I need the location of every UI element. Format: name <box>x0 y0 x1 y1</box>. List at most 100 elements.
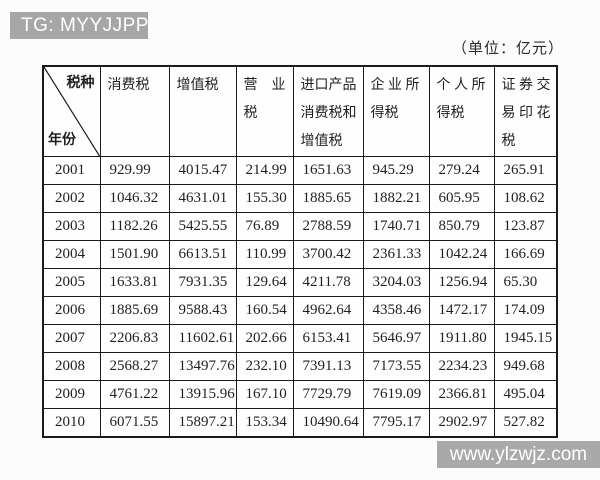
value-cell: 2568.27 <box>99 352 170 381</box>
value-cell: 6613.51 <box>168 240 237 269</box>
value-cell: 4631.01 <box>168 184 237 213</box>
value-cell: 13915.96 <box>168 380 237 409</box>
value-cell: 2902.97 <box>428 408 495 437</box>
value-cell: 1885.65 <box>292 184 364 213</box>
value-cell: 76.89 <box>235 212 294 241</box>
table-row: 2004 1501.90 6613.51 110.99 3700.42 2361.33 10… <box>42 240 558 269</box>
value-cell: 155.30 <box>235 184 294 213</box>
value-cell: 1472.17 <box>428 296 495 325</box>
value-cell: 2361.33 <box>362 240 430 269</box>
value-cell: 6071.55 <box>99 408 170 437</box>
header-consumption-tax: 消费税 <box>99 65 170 157</box>
diagonal-divider-line <box>44 67 99 156</box>
value-cell: 3700.42 <box>292 240 364 269</box>
value-cell: 108.62 <box>493 184 558 213</box>
year-cell: 2007 <box>42 324 101 353</box>
value-cell: 15897.21 <box>168 408 237 437</box>
value-cell: 1651.63 <box>292 156 364 185</box>
value-cell: 605.95 <box>428 184 495 213</box>
value-cell: 4211.78 <box>292 268 364 297</box>
value-cell: 1256.94 <box>428 268 495 297</box>
value-cell: 110.99 <box>235 240 294 269</box>
unit-note: （单位：亿元） <box>452 41 565 57</box>
value-cell: 1945.15 <box>493 324 558 353</box>
year-cell: 2010 <box>42 408 101 437</box>
value-cell: 13497.76 <box>168 352 237 381</box>
table-row: 2005 1633.81 7931.35 129.64 4211.78 3204.03 12… <box>42 268 558 297</box>
value-cell: 4962.64 <box>292 296 364 325</box>
value-cell: 153.34 <box>235 408 294 437</box>
value-cell: 527.82 <box>493 408 558 437</box>
year-cell: 2001 <box>42 156 101 185</box>
value-cell: 129.64 <box>235 268 294 297</box>
value-cell: 1911.80 <box>428 324 495 353</box>
header-stamp-tax: 证 券 交 易 印 花 税 <box>493 65 558 157</box>
header-corporate-income-tax: 企 业 所 得税 <box>362 65 430 157</box>
top-watermark-text: TG: MYYJJPP <box>21 15 149 36</box>
table-body: 2001 929.99 4015.47 214.99 1651.63 945.29 279.… <box>42 156 558 437</box>
value-cell: 123.87 <box>493 212 558 241</box>
table-row: 2007 2206.83 11602.61 202.66 6153.41 5646.97 1… <box>42 324 558 353</box>
value-cell: 9588.43 <box>168 296 237 325</box>
value-cell: 4761.22 <box>99 380 170 409</box>
value-cell: 4358.46 <box>362 296 430 325</box>
value-cell: 1182.26 <box>99 212 170 241</box>
value-cell: 279.24 <box>428 156 495 185</box>
header-row: 税种 年份 消费税 增值税 营 业 税 进口产品 消费税和 增值税 企 业 所 … <box>42 65 558 157</box>
value-cell: 1740.71 <box>362 212 430 241</box>
value-cell: 174.09 <box>493 296 558 325</box>
year-cell: 2004 <box>42 240 101 269</box>
bottom-watermark-banner: www.ylzwjz.com <box>437 441 600 468</box>
value-cell: 214.99 <box>235 156 294 185</box>
value-cell: 265.91 <box>493 156 558 185</box>
value-cell: 7619.09 <box>362 380 430 409</box>
table-row: 2008 2568.27 13497.76 232.10 7391.13 7173.55 2… <box>42 352 558 381</box>
value-cell: 10490.64 <box>292 408 364 437</box>
value-cell: 949.68 <box>493 352 558 381</box>
header-personal-income-tax: 个 人 所 得税 <box>428 65 495 157</box>
value-cell: 167.10 <box>235 380 294 409</box>
value-cell: 7931.35 <box>168 268 237 297</box>
value-cell: 1885.69 <box>99 296 170 325</box>
year-cell: 2006 <box>42 296 101 325</box>
value-cell: 1633.81 <box>99 268 170 297</box>
value-cell: 11602.61 <box>168 324 237 353</box>
header-tax-type-label: 税种 <box>66 76 95 91</box>
value-cell: 1046.32 <box>99 184 170 213</box>
table-row: 2010 6071.55 15897.21 153.34 10490.64 7795.17… <box>42 408 558 437</box>
value-cell: 7173.55 <box>362 352 430 381</box>
value-cell: 7391.13 <box>292 352 364 381</box>
value-cell: 1042.24 <box>428 240 495 269</box>
value-cell: 202.66 <box>235 324 294 353</box>
top-watermark-banner: TG: MYYJJPP <box>10 12 148 39</box>
header-import-tax: 进口产品 消费税和 增值税 <box>292 65 364 157</box>
value-cell: 65.30 <box>493 268 558 297</box>
bottom-watermark-text: www.ylzwjz.com <box>449 444 588 465</box>
value-cell: 232.10 <box>235 352 294 381</box>
value-cell: 5425.55 <box>168 212 237 241</box>
value-cell: 6153.41 <box>292 324 364 353</box>
diagonal-header-cell: 税种 年份 <box>42 65 101 157</box>
table-row: 2003 1182.26 5425.55 76.89 2788.59 1740.71 850… <box>42 212 558 241</box>
value-cell: 1882.21 <box>362 184 430 213</box>
value-cell: 7795.17 <box>362 408 430 437</box>
year-cell: 2003 <box>42 212 101 241</box>
value-cell: 929.99 <box>99 156 170 185</box>
value-cell: 2206.83 <box>99 324 170 353</box>
value-cell: 495.04 <box>493 380 558 409</box>
value-cell: 850.79 <box>428 212 495 241</box>
table-row: 2009 4761.22 13915.96 167.10 7729.79 7619.09 2… <box>42 380 558 409</box>
value-cell: 1501.90 <box>99 240 170 269</box>
value-cell: 2234.23 <box>428 352 495 381</box>
value-cell: 4015.47 <box>168 156 237 185</box>
year-cell: 2009 <box>42 380 101 409</box>
year-cell: 2008 <box>42 352 101 381</box>
value-cell: 2788.59 <box>292 212 364 241</box>
value-cell: 7729.79 <box>292 380 364 409</box>
header-vat: 增值税 <box>168 65 237 157</box>
header-year-label: 年份 <box>48 133 76 148</box>
value-cell: 166.69 <box>493 240 558 269</box>
table-row: 2001 929.99 4015.47 214.99 1651.63 945.29 279.… <box>42 156 558 185</box>
table-row: 2002 1046.32 4631.01 155.30 1885.65 1882.21 60… <box>42 184 558 213</box>
